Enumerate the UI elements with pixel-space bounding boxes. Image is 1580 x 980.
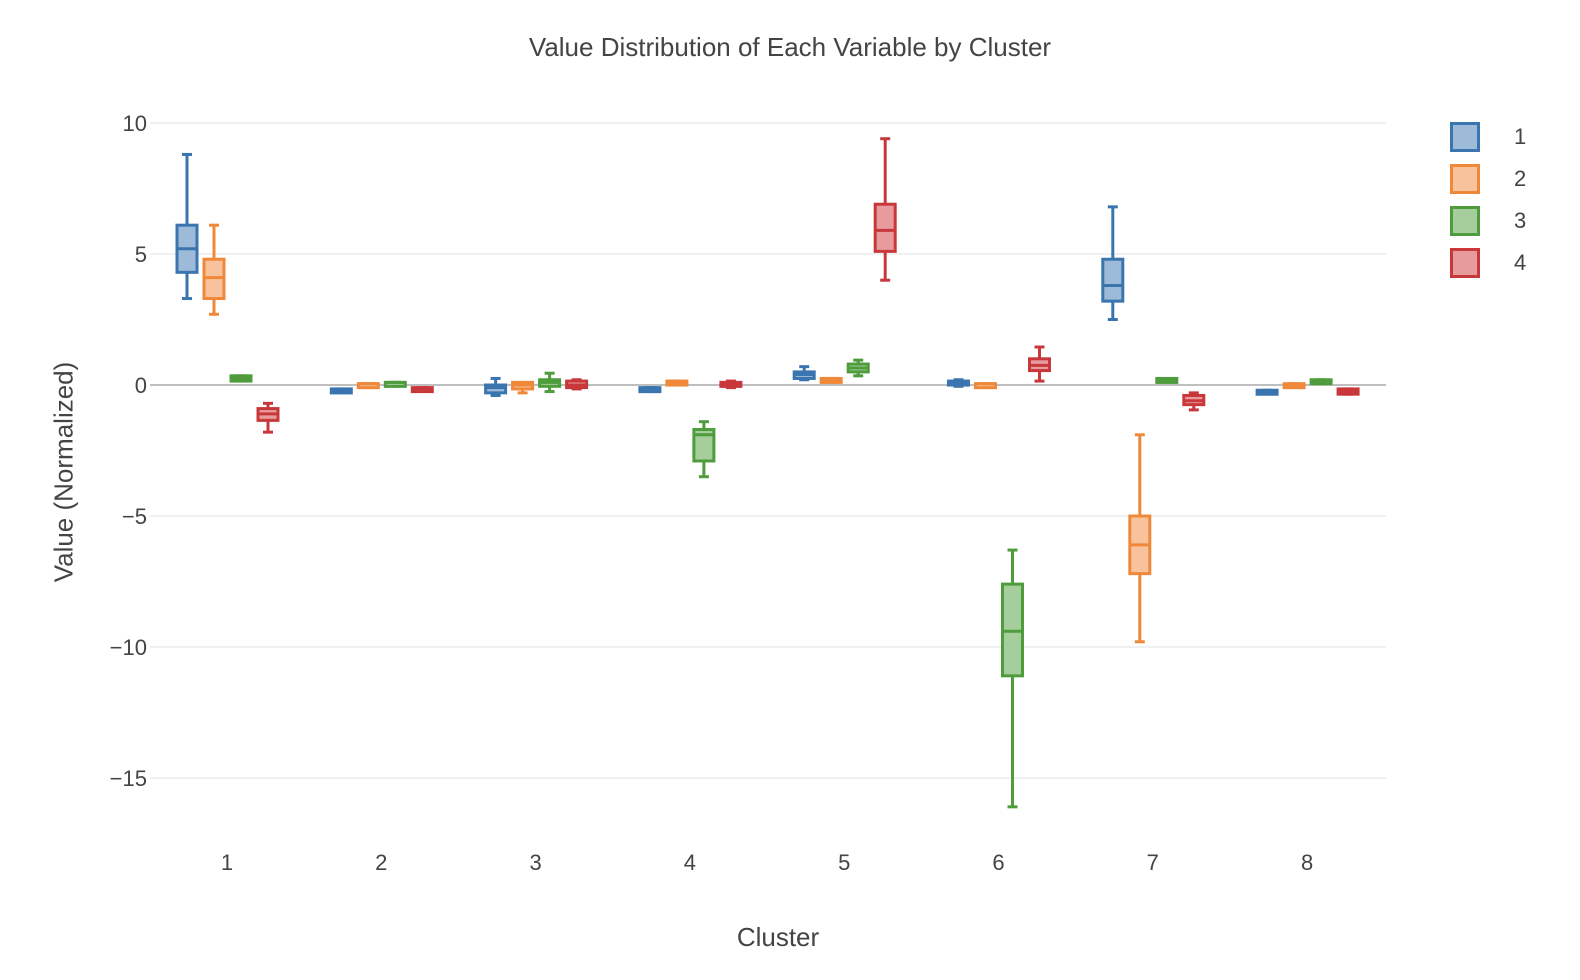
- x-tick-label: 6: [992, 850, 1004, 875]
- box-series-3-cluster-4: [692, 420, 716, 479]
- box-series-4-cluster-7: [1182, 391, 1206, 412]
- box-series-4-cluster-3: [565, 378, 589, 391]
- y-tick-label: 5: [135, 242, 147, 267]
- legend-swatch: [1450, 122, 1480, 152]
- iqr-box: [873, 202, 897, 253]
- x-tick-label: 1: [221, 850, 233, 875]
- box-series-4-cluster-2: [410, 386, 434, 394]
- box-series-2-cluster-2: [356, 382, 380, 390]
- y-tick-label: 0: [135, 373, 147, 398]
- box-series-1-cluster-5: [792, 365, 816, 382]
- iqr-box: [692, 428, 716, 463]
- grid-layer: [150, 122, 1386, 779]
- y-tick-labels: 10 5 0 −5 −10 −15: [110, 111, 147, 791]
- legend[interactable]: 1 2 3 4: [1450, 116, 1526, 284]
- y-tick-label: −15: [110, 766, 147, 791]
- x-tick-label: 3: [529, 850, 541, 875]
- legend-swatch: [1450, 164, 1480, 194]
- box-series-2-cluster-7: [1128, 433, 1152, 644]
- box-series-4-cluster-5: [873, 137, 897, 282]
- box-series-3-cluster-1: [229, 374, 253, 383]
- x-tick-label: 7: [1147, 850, 1159, 875]
- box-series-1-cluster-1: [175, 152, 199, 301]
- box-series-4-cluster-4: [719, 379, 743, 390]
- box-series-1-cluster-3: [484, 376, 508, 397]
- legend-label: 1: [1514, 124, 1527, 149]
- x-tick-label: 4: [684, 850, 696, 875]
- legend-item-1[interactable]: 1: [1450, 116, 1526, 158]
- box-series-3-cluster-2: [383, 380, 407, 388]
- box-series-3-cluster-3: [538, 371, 562, 394]
- legend-label: 3: [1514, 208, 1527, 233]
- box-series-4-cluster-6: [1028, 345, 1051, 383]
- box-series-3-cluster-6: [1001, 548, 1024, 809]
- y-tick-label: −5: [122, 504, 147, 529]
- box-series-3-cluster-8: [1309, 378, 1333, 386]
- x-tick-labels: 1 2 3 4 5 6 7 8: [221, 850, 1313, 875]
- x-axis-label: Cluster: [736, 922, 820, 952]
- box-series-1-cluster-4: [638, 386, 662, 394]
- x-tick-label: 8: [1301, 850, 1313, 875]
- iqr-box: [1101, 257, 1125, 303]
- legend-swatch: [1450, 206, 1480, 236]
- legend-label: 2: [1514, 166, 1527, 191]
- box-series-1-cluster-2: [329, 387, 353, 395]
- box-series-4-cluster-8: [1336, 387, 1360, 396]
- legend-item-2[interactable]: 2: [1450, 158, 1526, 200]
- legend-item-3[interactable]: 3: [1450, 200, 1526, 242]
- box-series-3-cluster-7: [1155, 376, 1179, 384]
- box-series-2-cluster-8: [1282, 382, 1306, 390]
- box-series-4-cluster-1: [256, 401, 280, 434]
- box-series-3-cluster-5: [846, 358, 870, 378]
- box-series-2-cluster-1: [202, 223, 226, 316]
- box-series-1-cluster-8: [1255, 388, 1279, 396]
- box-series-2-cluster-6: [974, 382, 997, 390]
- y-tick-label: 10: [123, 111, 147, 136]
- legend-label: 4: [1514, 250, 1527, 275]
- box-series-1-cluster-6: [947, 378, 970, 388]
- chart-title: Value Distribution of Each Variable by C…: [528, 32, 1052, 62]
- x-tick-label: 2: [375, 850, 387, 875]
- box-series-2-cluster-3: [511, 380, 535, 395]
- box-layer: [175, 137, 1360, 809]
- legend-item-4[interactable]: 4: [1450, 242, 1526, 284]
- box-series-1-cluster-7: [1101, 205, 1125, 321]
- y-axis-label: Value (Normalized): [48, 361, 79, 583]
- legend-swatch: [1450, 248, 1480, 278]
- y-tick-label: −10: [110, 635, 147, 660]
- x-tick-label: 5: [838, 850, 850, 875]
- box-series-2-cluster-5: [819, 376, 843, 384]
- box-series-2-cluster-4: [665, 379, 689, 387]
